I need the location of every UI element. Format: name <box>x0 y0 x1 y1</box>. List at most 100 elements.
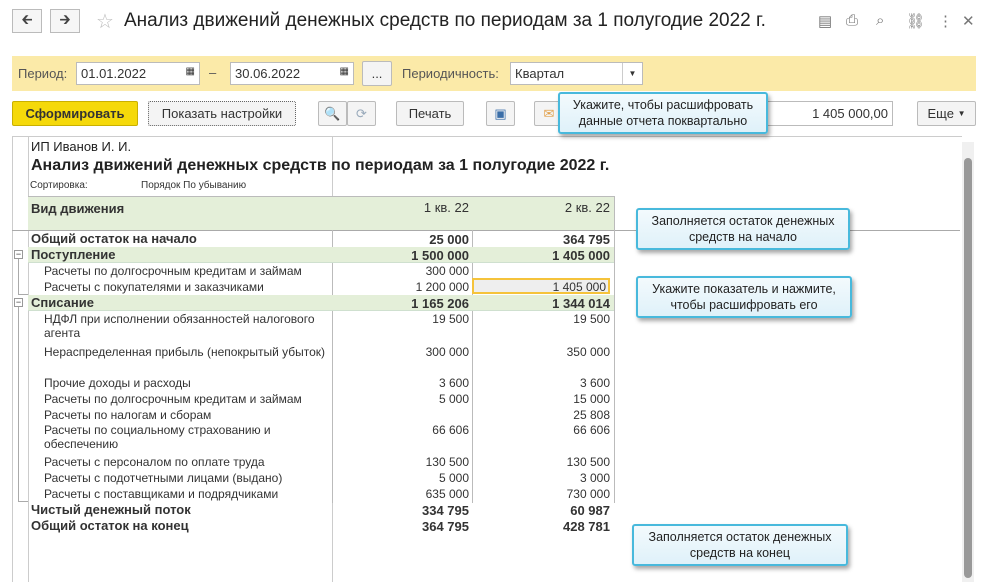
table-row[interactable]: Расчеты по социальному страхованию и обе… <box>28 422 614 454</box>
sort-value: Порядок По убыванию <box>141 180 247 191</box>
table-row[interactable]: Поступление 1 500 000 1 405 000 <box>28 247 614 263</box>
column-header-q1: 1 кв. 22 <box>423 200 469 215</box>
cell-q1[interactable]: 635 000 <box>425 487 469 501</box>
row-name: Общий остаток на начало <box>31 231 197 246</box>
cell-q2[interactable]: 130 500 <box>566 455 610 469</box>
cell-q2[interactable]: 25 808 <box>573 408 610 422</box>
table-row[interactable]: Нераспределенная прибыль (непокрытый убы… <box>28 344 614 375</box>
sort-label: Сортировка: <box>30 180 88 191</box>
row-name: Расчеты по налогам и сборам <box>44 408 212 422</box>
cell-q1[interactable]: 66 606 <box>432 423 469 437</box>
tooltip-periodicity: Укажите, чтобы расшифровать данные отчет… <box>558 92 768 134</box>
cell-q2[interactable]: 428 781 <box>563 519 610 534</box>
link-icon[interactable]: ⛓ <box>906 13 926 30</box>
print-button[interactable]: Печать <box>396 101 464 126</box>
date-to-input[interactable]: 30.06.2022 ▦ <box>230 62 354 85</box>
report-title: Анализ движений денежных средств по пери… <box>31 157 610 174</box>
tooltip-indicator: Укажите показатель и нажмите, чтобы расш… <box>636 276 852 318</box>
row-name: Нераспределенная прибыль (непокрытый убы… <box>44 345 326 359</box>
table-row[interactable]: Прочие доходы и расходы 3 600 3 600 <box>28 375 614 391</box>
table-row[interactable]: Списание 1 165 206 1 344 014 <box>28 295 614 311</box>
table-row[interactable]: НДФЛ при исполнении обязанностей налогов… <box>28 311 614 344</box>
row-name: Общий остаток на конец <box>31 518 189 533</box>
periodicity-label: Периодичность: <box>402 66 499 81</box>
table-row[interactable]: Расчеты с покупателями и заказчиками 1 20… <box>28 278 614 295</box>
cell-q2[interactable]: 3 000 <box>579 471 610 485</box>
preview-icon[interactable]: ⌕ <box>876 12 885 29</box>
cell-q1[interactable]: 1 500 000 <box>411 248 469 263</box>
close-icon[interactable]: ✕ <box>962 13 975 30</box>
search-refresh-button[interactable]: ⟳ <box>347 101 376 126</box>
report-area <box>12 136 962 582</box>
table-row[interactable]: Расчеты по налогам и сборам 25 808 <box>28 407 614 422</box>
cell-q1[interactable]: 364 795 <box>422 519 469 534</box>
cell-q2[interactable]: 19 500 <box>573 312 610 326</box>
cell-q2[interactable]: 1 344 014 <box>552 296 610 311</box>
cell-q1[interactable]: 25 000 <box>429 232 469 247</box>
back-button[interactable]: 🡰 <box>12 9 42 33</box>
cell-q2[interactable]: 1 405 000 <box>552 248 610 263</box>
cell-q2[interactable]: 66 606 <box>573 423 610 437</box>
collapse-icon[interactable]: − <box>14 297 23 307</box>
more-vertical-icon[interactable]: ⋮ <box>938 13 953 30</box>
cell-q1[interactable]: 1 200 000 <box>415 280 469 294</box>
periodicity-select[interactable]: Квартал ▼ <box>510 62 643 85</box>
save-icon[interactable]: ▤ <box>818 13 833 30</box>
cell-q2[interactable]: 364 795 <box>563 232 610 247</box>
row-name: Расчеты с подотчетными лицами (выдано) <box>44 471 283 485</box>
cell-q1[interactable]: 300 000 <box>425 264 469 278</box>
cell-q1[interactable]: 5 000 <box>438 471 469 485</box>
cell-q1[interactable]: 334 795 <box>422 503 469 518</box>
scrollbar-thumb <box>964 158 972 578</box>
cell-q2[interactable]: 730 000 <box>566 487 610 501</box>
cell-q2[interactable]: 60 987 <box>570 503 610 518</box>
dash: – <box>209 65 217 80</box>
window-title: Анализ движений денежных средств по пери… <box>124 10 766 31</box>
cell-q2[interactable]: 350 000 <box>566 345 610 359</box>
cell-q2[interactable]: 15 000 <box>573 392 610 406</box>
row-name: Поступление <box>31 247 116 262</box>
cell-q2[interactable]: 1 405 000 <box>472 278 610 294</box>
collapse-icon[interactable]: − <box>14 249 23 259</box>
row-name: Списание <box>31 295 94 310</box>
row-name: Расчеты по долгосрочным кредитам и займа… <box>44 264 302 278</box>
table-row[interactable]: Чистый денежный поток 334 795 60 987 <box>28 502 614 519</box>
table-row[interactable]: Расчеты по долгосрочным кредитам и займа… <box>28 263 614 279</box>
period-label: Период: <box>18 66 68 81</box>
table-row[interactable]: Расчеты по долгосрочным кредитам и займа… <box>28 391 614 407</box>
star-icon[interactable]: ☆ <box>96 11 114 33</box>
table-row[interactable]: Расчеты с подотчетными лицами (выдано) 5 … <box>28 470 614 486</box>
row-name: Расчеты по долгосрочным кредитам и займа… <box>44 392 302 406</box>
row-name: Прочие доходы и расходы <box>44 376 191 390</box>
print-icon[interactable]: ⎙ <box>846 12 859 29</box>
row-name: Чистый денежный поток <box>31 502 191 517</box>
table-row[interactable]: Расчеты с поставщиками и подрядчиками 635… <box>28 486 614 502</box>
row-name: Расчеты с покупателями и заказчиками <box>44 280 264 294</box>
row-name: Расчеты с поставщиками и подрядчиками <box>44 487 279 501</box>
more-button[interactable]: Еще ▼ <box>917 101 976 126</box>
search-button[interactable]: 🔍 <box>318 101 347 126</box>
cell-q2[interactable]: 3 600 <box>579 376 610 390</box>
period-select-button[interactable]: ... <box>362 61 392 86</box>
generate-button[interactable]: Сформировать <box>12 101 138 126</box>
table-row[interactable]: Общий остаток на начало 25 000 364 795 <box>28 231 614 248</box>
cell-q1[interactable]: 19 500 <box>432 312 469 326</box>
cell-q1[interactable]: 3 600 <box>438 376 469 390</box>
calendar-icon: ▦ <box>185 66 195 77</box>
tooltip-end-balance: Заполняется остаток денежных средств на … <box>632 524 848 566</box>
table-row[interactable]: Расчеты с персоналом по оплате труда 130 … <box>28 454 614 470</box>
show-settings-button[interactable]: Показать настройки <box>148 101 296 126</box>
forward-button[interactable]: 🡲 <box>50 9 80 33</box>
table-header: Вид движения 1 кв. 22 2 кв. 22 <box>28 196 614 230</box>
save-button[interactable]: ▣ <box>486 101 515 126</box>
cell-q1[interactable]: 5 000 <box>438 392 469 406</box>
scrollbar[interactable] <box>962 142 974 582</box>
cell-q1[interactable]: 130 500 <box>425 455 469 469</box>
calendar-icon: ▦ <box>339 66 349 77</box>
table-row[interactable]: Общий остаток на конец 364 795 428 781 <box>28 518 614 535</box>
date-from-input[interactable]: 01.01.2022 ▦ <box>76 62 200 85</box>
cell-q1[interactable]: 1 165 206 <box>411 296 469 311</box>
cell-q1[interactable]: 300 000 <box>425 345 469 359</box>
org-name: ИП Иванов И. И. <box>31 139 132 154</box>
row-name: Расчеты по социальному страхованию и обе… <box>44 423 271 451</box>
